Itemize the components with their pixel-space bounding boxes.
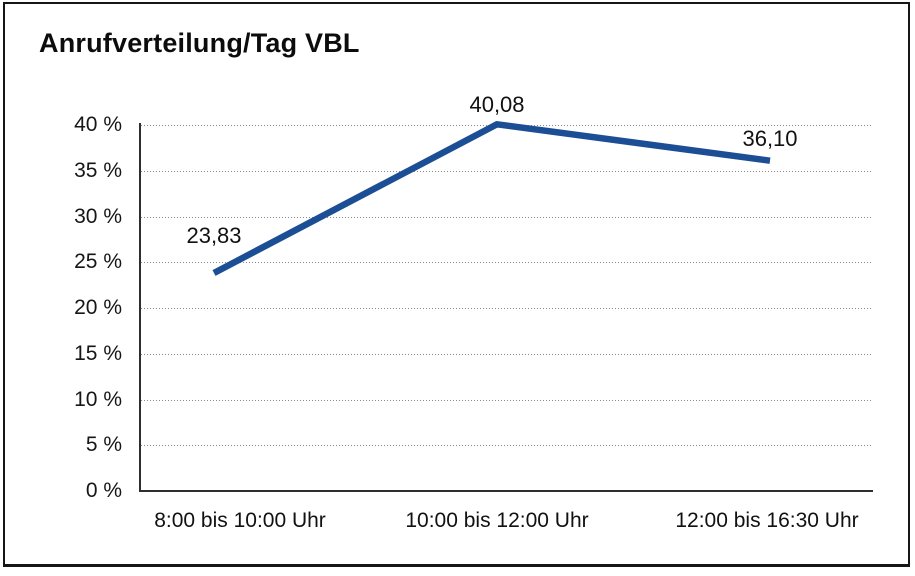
gridline xyxy=(141,171,873,172)
data-label: 40,08 xyxy=(469,92,525,117)
y-tick-label: 35 % xyxy=(74,159,122,182)
gridline xyxy=(141,354,873,355)
y-tick-label: 10 % xyxy=(74,388,122,411)
chart-title: Anrufverteilung/Tag VBL xyxy=(39,28,360,58)
x-tick-label: 10:00 bis 12:00 Uhr xyxy=(405,509,589,532)
gridline xyxy=(141,400,873,401)
gridline xyxy=(141,445,873,446)
y-tick-label: 5 % xyxy=(85,433,122,456)
y-tick-label: 15 % xyxy=(74,342,122,365)
gridline xyxy=(141,308,873,309)
x-tick-label: 12:00 bis 16:30 Uhr xyxy=(675,509,859,532)
x-tick-label: 8:00 bis 10:00 Uhr xyxy=(154,509,326,532)
gridline xyxy=(141,217,873,218)
y-tick-label: 30 % xyxy=(74,205,122,228)
y-axis-line xyxy=(139,123,141,492)
y-tick-label: 0 % xyxy=(85,479,122,502)
chart-line xyxy=(212,121,771,276)
data-label: 23,83 xyxy=(186,223,242,248)
gridline xyxy=(141,262,873,263)
y-tick-label: 20 % xyxy=(74,296,122,319)
y-tick-label: 40 % xyxy=(74,113,122,136)
data-label: 36,10 xyxy=(742,126,798,151)
y-tick-label: 25 % xyxy=(74,250,122,273)
x-axis-line xyxy=(139,490,873,492)
